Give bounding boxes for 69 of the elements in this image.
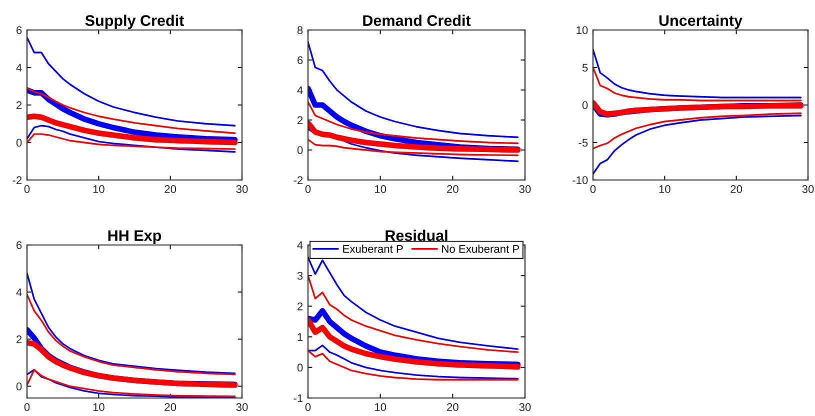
- x-tick-label: 30: [236, 403, 248, 412]
- x-tick-label: 20: [447, 403, 458, 412]
- x-tick-label: 0: [305, 403, 311, 412]
- line-series: [27, 124, 236, 153]
- y-tick-label: -2: [12, 176, 22, 184]
- x-tick-label: 20: [447, 185, 458, 194]
- y-tick-label: 0: [582, 101, 588, 110]
- y-tick-label: 2: [16, 101, 22, 110]
- y-tick-label: 0: [297, 146, 303, 154]
- y-tick-label: 10: [576, 26, 588, 34]
- y-tick-label: 1: [298, 333, 303, 341]
- x-tick-label: 30: [519, 403, 531, 412]
- y-tick-label: 2: [298, 302, 303, 310]
- x-tick-label: 0: [305, 185, 311, 194]
- x-tick-label: 10: [93, 403, 104, 412]
- x-tick-label: 0: [590, 185, 596, 194]
- line-series: [308, 274, 519, 353]
- x-tick-label: 20: [164, 403, 176, 412]
- y-tick-label: 5: [582, 64, 588, 72]
- line-series: [27, 36, 236, 126]
- x-tick-label: 30: [802, 185, 814, 194]
- line-series: [27, 294, 236, 376]
- line-series: [308, 350, 519, 380]
- x-tick-label: 30: [519, 185, 531, 194]
- y-tick-label: 8: [297, 26, 303, 34]
- y-tick-label: 4: [16, 288, 22, 296]
- y-tick-label: 6: [16, 26, 22, 34]
- chart-title: Supply Credit: [85, 14, 184, 30]
- y-tick-label: 3: [297, 272, 303, 280]
- y-tick-label: -10: [572, 176, 588, 184]
- line-series: [308, 256, 519, 350]
- line-series: [593, 112, 802, 150]
- y-tick-label: -5: [578, 138, 588, 147]
- y-tick-label: 4: [297, 241, 303, 250]
- y-tick-label: -2: [294, 176, 303, 184]
- chart-title: Residual: [386, 230, 448, 241]
- line-series: [27, 368, 236, 398]
- x-tick-label: 20: [730, 185, 742, 194]
- y-tick-label: -1: [294, 394, 303, 402]
- y-tick-label: 0: [16, 138, 22, 147]
- line-series: [308, 344, 519, 380]
- line-series: [27, 272, 236, 374]
- y-tick-label: 2: [298, 116, 303, 124]
- y-tick-label: 0: [16, 382, 22, 390]
- y-tick-label: 4: [297, 86, 303, 94]
- y-tick-label: 0: [297, 364, 303, 372]
- x-tick-label: 10: [375, 185, 386, 194]
- line-series: [308, 41, 519, 138]
- x-tick-label: 0: [24, 185, 30, 194]
- line-series: [27, 133, 236, 150]
- chart-title: HH Exp: [108, 230, 162, 244]
- line-series: [593, 114, 802, 175]
- y-tick-label: 2: [16, 335, 22, 344]
- x-tick-label: 10: [93, 185, 104, 194]
- y-tick-label: 4: [16, 64, 22, 72]
- line-series: [27, 87, 236, 134]
- x-tick-label: 30: [236, 185, 248, 194]
- x-tick-label: 10: [659, 185, 670, 194]
- chart-title: Uncertainty: [659, 14, 742, 30]
- legend-label: No Exuberant P: [442, 244, 520, 253]
- line-series: [308, 101, 519, 144]
- line-series: [593, 48, 802, 98]
- y-tick-label: 6: [298, 56, 303, 64]
- y-tick-label: 6: [16, 241, 22, 250]
- x-tick-label: 20: [164, 185, 176, 194]
- x-tick-label: 10: [375, 403, 386, 412]
- legend-label: Exuberant P: [343, 244, 403, 253]
- x-tick-label: 0: [24, 403, 30, 412]
- chart-title: Demand Credit: [363, 14, 471, 26]
